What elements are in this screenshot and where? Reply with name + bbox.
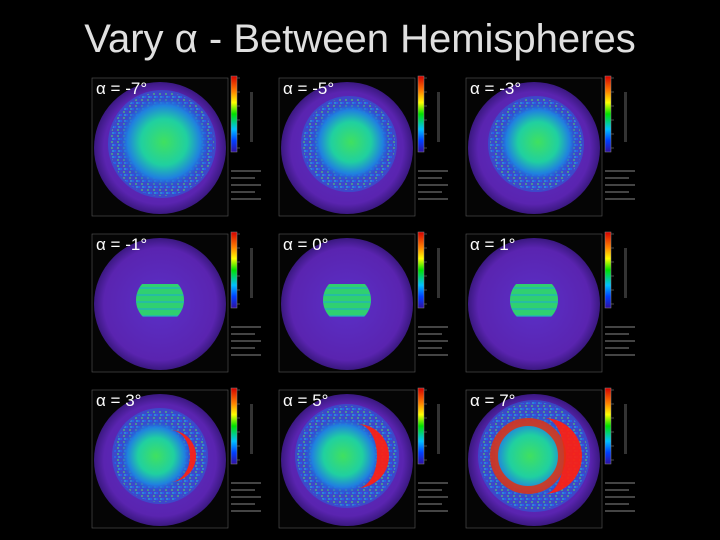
info-line bbox=[231, 503, 255, 505]
info-line bbox=[231, 184, 261, 186]
colorbar-axis bbox=[624, 248, 627, 298]
info-line bbox=[418, 170, 448, 172]
info-line bbox=[605, 482, 635, 484]
colorbar bbox=[604, 231, 612, 309]
panel: α = -5° bbox=[278, 75, 448, 217]
panel-label: α = 3° bbox=[96, 391, 141, 410]
signal-crescent bbox=[170, 430, 196, 482]
panel: α = 7° bbox=[465, 387, 635, 529]
colorbar bbox=[230, 231, 238, 309]
colorbar-axis bbox=[624, 404, 627, 454]
info-line bbox=[418, 503, 442, 505]
info-line bbox=[418, 191, 442, 193]
info-line bbox=[231, 198, 261, 200]
signal-ring bbox=[490, 418, 566, 494]
panel-label: α = -1° bbox=[96, 235, 147, 254]
info-line bbox=[418, 354, 448, 356]
info-line bbox=[605, 170, 635, 172]
panel: α = -1° bbox=[91, 231, 261, 373]
info-line bbox=[418, 177, 442, 179]
colorbar bbox=[604, 387, 612, 465]
colorbar-axis bbox=[250, 92, 253, 142]
signal-band bbox=[323, 284, 371, 316]
info-line bbox=[605, 489, 629, 491]
panel-label: α = 0° bbox=[283, 235, 328, 254]
colorbar bbox=[604, 75, 612, 153]
panel-label: α = -7° bbox=[96, 79, 147, 98]
info-line bbox=[231, 340, 261, 342]
info-line bbox=[418, 489, 442, 491]
info-line bbox=[605, 198, 635, 200]
info-line bbox=[231, 482, 261, 484]
signal-band bbox=[136, 284, 184, 316]
colorbar bbox=[417, 75, 425, 153]
colorbar bbox=[417, 231, 425, 309]
signal-core bbox=[304, 417, 382, 495]
panel: α = -3° bbox=[465, 75, 635, 217]
colorbar-axis bbox=[250, 248, 253, 298]
info-line bbox=[231, 347, 255, 349]
panel-grid: α = -7° α = -5° α = -3° α = -1° α = 0° α = 1°… bbox=[91, 75, 635, 529]
info-line bbox=[231, 354, 261, 356]
panel-label: α = 5° bbox=[283, 391, 328, 410]
info-line bbox=[418, 184, 448, 186]
colorbar-axis bbox=[250, 404, 253, 454]
info-line bbox=[605, 347, 629, 349]
info-line bbox=[605, 503, 629, 505]
panel: α = 5° bbox=[278, 387, 448, 529]
signal-crescent bbox=[357, 424, 389, 488]
info-line bbox=[605, 326, 635, 328]
signal-core bbox=[311, 102, 391, 182]
info-line bbox=[231, 170, 261, 172]
panel-label: α = 1° bbox=[470, 235, 515, 254]
info-line bbox=[605, 510, 635, 512]
info-line bbox=[231, 496, 261, 498]
colorbar bbox=[230, 75, 238, 153]
colorbar bbox=[230, 387, 238, 465]
signal-core bbox=[498, 102, 578, 182]
info-line bbox=[418, 198, 448, 200]
info-line bbox=[418, 510, 448, 512]
signal-core bbox=[118, 96, 210, 188]
info-line bbox=[605, 340, 635, 342]
info-line bbox=[418, 482, 448, 484]
panel-label: α = 7° bbox=[470, 391, 515, 410]
panel: α = 3° bbox=[91, 387, 261, 529]
colorbar-axis bbox=[624, 92, 627, 142]
colorbar-axis bbox=[437, 248, 440, 298]
info-line bbox=[231, 326, 261, 328]
panel: α = 0° bbox=[278, 231, 448, 373]
info-line bbox=[231, 333, 255, 335]
slide-title: Vary α - Between Hemispheres bbox=[84, 17, 635, 61]
signal-crescent bbox=[544, 418, 582, 494]
info-line bbox=[231, 489, 255, 491]
colorbar-axis bbox=[437, 404, 440, 454]
signal-band bbox=[510, 284, 558, 316]
info-line bbox=[418, 496, 448, 498]
info-line bbox=[231, 191, 255, 193]
info-line bbox=[418, 333, 442, 335]
signal-core bbox=[120, 420, 192, 492]
info-line bbox=[418, 347, 442, 349]
colorbar bbox=[417, 387, 425, 465]
info-line bbox=[231, 510, 261, 512]
panel: α = 1° bbox=[465, 231, 635, 373]
info-line bbox=[605, 354, 635, 356]
info-line bbox=[605, 191, 629, 193]
info-line bbox=[605, 333, 629, 335]
info-line bbox=[605, 184, 635, 186]
info-line bbox=[605, 177, 629, 179]
info-line bbox=[418, 340, 448, 342]
panel-label: α = -3° bbox=[470, 79, 521, 98]
info-line bbox=[605, 496, 635, 498]
info-line bbox=[418, 326, 448, 328]
info-line bbox=[231, 177, 255, 179]
panel: α = -7° bbox=[91, 75, 261, 217]
colorbar-axis bbox=[437, 92, 440, 142]
panel-label: α = -5° bbox=[283, 79, 334, 98]
